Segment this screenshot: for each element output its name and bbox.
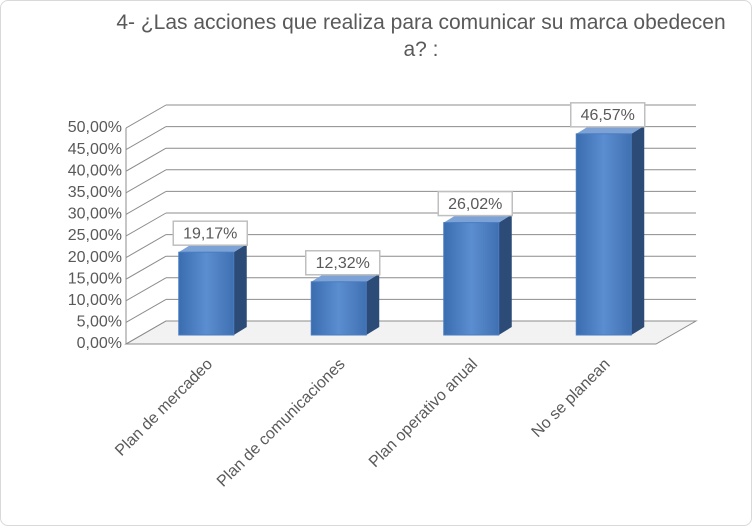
x-tick-label: Plan operativo anual xyxy=(366,356,481,471)
bar-top xyxy=(443,214,512,223)
y-tick-label: 5,00% xyxy=(77,314,122,331)
y-tick-label: 0,00% xyxy=(77,335,122,352)
grid-line xyxy=(125,126,167,151)
y-tick-label: 25,00% xyxy=(68,227,122,244)
grid-line xyxy=(125,277,167,302)
y-tick-label: 10,00% xyxy=(68,292,122,309)
x-tick-label: Plan de mercadeo xyxy=(112,356,216,460)
bar xyxy=(443,214,512,336)
bar-top xyxy=(576,125,645,134)
bar-side xyxy=(498,214,512,335)
x-tick-label: No se planean xyxy=(529,356,614,441)
value-label: 46,57% xyxy=(581,107,635,124)
bar-top xyxy=(311,273,380,282)
value-label: 12,32% xyxy=(316,255,370,272)
x-tick-label: Plan de comunicaciones xyxy=(214,356,349,491)
grid-line xyxy=(125,190,167,215)
bar-side xyxy=(366,273,380,335)
y-tick-label: 15,00% xyxy=(68,270,122,287)
value-label: 26,02% xyxy=(448,196,502,213)
y-tick-label: 40,00% xyxy=(68,162,122,179)
value-label-box xyxy=(172,220,248,246)
grid-line xyxy=(125,104,167,129)
value-label: 19,17% xyxy=(183,225,237,242)
grid-line xyxy=(125,234,167,259)
grid-line xyxy=(125,212,167,237)
value-label-box xyxy=(437,190,513,217)
y-tick-label: 50,00% xyxy=(68,119,122,136)
bar xyxy=(178,244,247,336)
bar xyxy=(310,273,380,336)
grid-line xyxy=(125,169,167,194)
bar-side xyxy=(233,244,247,335)
value-label-box xyxy=(305,250,381,276)
bar-front xyxy=(310,281,367,336)
bar-front xyxy=(575,133,632,336)
value-label-box xyxy=(570,102,646,128)
y-tick-label: 30,00% xyxy=(68,206,122,223)
y-tick-label: 45,00% xyxy=(68,141,122,158)
grid-line xyxy=(125,298,167,323)
bar xyxy=(575,125,645,336)
grid-line xyxy=(125,147,167,172)
bar-top xyxy=(178,244,247,253)
grid-line xyxy=(125,320,167,345)
chart-title: 4- ¿Las acciones que realiza para comuni… xyxy=(116,11,726,61)
bar-front xyxy=(178,251,235,336)
grid-line xyxy=(125,255,167,280)
bar-front xyxy=(443,222,500,336)
bar-side xyxy=(631,125,645,335)
y-tick-label: 20,00% xyxy=(68,249,122,266)
y-tick-label: 35,00% xyxy=(68,184,122,201)
